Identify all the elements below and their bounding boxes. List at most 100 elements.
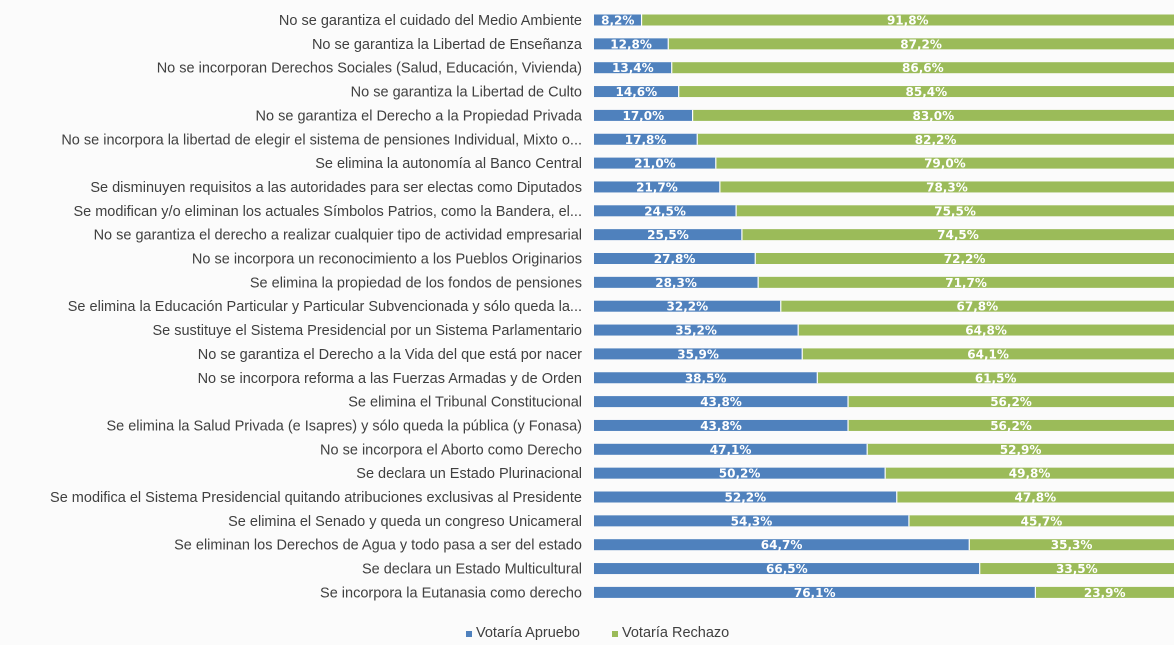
category-label: Se elimina la Educación Particular y Par…	[68, 299, 582, 315]
value-label-apruebo: 66,5%	[766, 562, 808, 576]
value-label-rechazo: 52,9%	[1000, 443, 1042, 457]
category-label: No se garantiza el cuidado del Medio Amb…	[279, 13, 582, 29]
bar-apruebo	[594, 396, 849, 408]
value-label-rechazo: 74,5%	[937, 228, 979, 242]
bar-apruebo	[594, 38, 669, 50]
value-label-rechazo: 87,2%	[900, 37, 942, 51]
category-labels: No se garantiza el cuidado del Medio Amb…	[50, 13, 583, 601]
bar-rechazo	[697, 133, 1174, 145]
bar-apruebo	[594, 443, 868, 455]
category-label: No se incorpora un reconocimiento a los …	[192, 252, 582, 268]
bar-apruebo	[594, 563, 980, 575]
bar-rechazo	[885, 467, 1174, 479]
legend-label: Votaría Apruebo	[476, 625, 580, 641]
value-label-apruebo: 8,2%	[601, 14, 634, 28]
category-label: Se elimina la Salud Privada (e Isapres) …	[106, 418, 582, 434]
value-label-apruebo: 21,7%	[636, 180, 678, 194]
bar-apruebo	[594, 300, 781, 312]
bar-rechazo	[798, 324, 1174, 336]
bar-rechazo	[979, 563, 1174, 575]
bar-apruebo	[594, 109, 693, 121]
bar-apruebo	[594, 324, 799, 336]
bar-apruebo	[594, 372, 818, 384]
bar-rechazo	[780, 300, 1174, 312]
value-label-apruebo: 24,5%	[644, 204, 686, 218]
value-label-apruebo: 64,7%	[761, 538, 803, 552]
bar-rechazo	[848, 396, 1174, 408]
value-label-apruebo: 43,8%	[700, 395, 742, 409]
value-label-apruebo: 32,2%	[667, 300, 709, 314]
value-label-apruebo: 54,3%	[731, 514, 773, 528]
value-label-apruebo: 52,2%	[725, 491, 767, 505]
value-label-apruebo: 28,3%	[655, 276, 697, 290]
category-label: Se disminuyen requisitos a las autoridad…	[90, 180, 582, 196]
value-label-rechazo: 45,7%	[1021, 514, 1063, 528]
value-label-apruebo: 21,0%	[634, 157, 676, 171]
bar-apruebo	[594, 276, 759, 288]
value-label-apruebo: 76,1%	[794, 586, 836, 600]
value-label-rechazo: 35,3%	[1051, 538, 1093, 552]
value-label-apruebo: 47,1%	[710, 443, 752, 457]
value-label-apruebo: 14,6%	[616, 85, 658, 99]
value-label-rechazo: 67,8%	[957, 300, 999, 314]
category-label: No se garantiza la Libertad de Enseñanza	[312, 37, 583, 53]
bar-rechazo	[671, 62, 1174, 74]
bar-rechazo	[848, 419, 1174, 431]
value-label-apruebo: 35,9%	[677, 347, 719, 361]
bar-apruebo	[594, 62, 672, 74]
value-label-rechazo: 23,9%	[1084, 586, 1126, 600]
category-label: Se declara un Estado Multicultural	[362, 562, 582, 578]
value-label-rechazo: 72,2%	[944, 252, 986, 266]
category-label: Se declara un Estado Plurinacional	[356, 466, 582, 482]
bar-apruebo	[594, 86, 679, 98]
value-label-apruebo: 13,4%	[612, 61, 654, 75]
value-label-apruebo: 17,0%	[622, 109, 664, 123]
bar-apruebo	[594, 539, 970, 551]
value-label-apruebo: 25,5%	[647, 228, 689, 242]
value-label-rechazo: 86,6%	[902, 61, 944, 75]
bar-rechazo	[1035, 586, 1174, 598]
legend: Votaría Apruebo Votaría Rechazo	[466, 625, 729, 641]
bar-apruebo	[594, 157, 716, 169]
bar-rechazo	[758, 276, 1174, 288]
legend-swatch	[466, 631, 472, 637]
value-label-rechazo: 61,5%	[975, 371, 1017, 385]
bar-rechazo	[896, 491, 1174, 503]
value-label-rechazo: 56,2%	[990, 419, 1032, 433]
bar-apruebo	[594, 181, 720, 193]
category-label: Se elimina la propiedad de los fondos de…	[250, 275, 582, 291]
bar-apruebo	[594, 419, 849, 431]
bar-rechazo	[755, 253, 1174, 264]
value-label-rechazo: 83,0%	[912, 109, 954, 123]
value-label-apruebo: 43,8%	[700, 419, 742, 433]
value-label-apruebo: 38,5%	[685, 371, 727, 385]
category-label: Se modifican y/o eliminan los actuales S…	[73, 204, 582, 220]
bars-group	[594, 14, 1174, 598]
category-label: No se incorpora reforma a las Fuerzas Ar…	[198, 371, 582, 387]
bar-apruebo	[594, 586, 1036, 598]
value-label-rechazo: 64,8%	[965, 324, 1007, 338]
bar-rechazo	[802, 348, 1174, 360]
category-label: No se incorpora la libertad de elegir el…	[61, 132, 582, 148]
category-label: No se incorpora el Aborto como Derecho	[320, 442, 582, 458]
bar-rechazo	[867, 443, 1174, 455]
value-labels: 8,2% 91,8% 12,8% 87,2% 13,4% 86,6% 14,6% 85,4% 1…	[601, 14, 1125, 600]
value-label-apruebo: 27,8%	[654, 252, 696, 266]
bar-rechazo	[692, 109, 1174, 121]
bar-rechazo	[719, 181, 1174, 193]
value-label-rechazo: 82,2%	[915, 133, 957, 147]
bar-rechazo	[668, 38, 1174, 50]
value-label-rechazo: 71,7%	[945, 276, 987, 290]
legend-label: Votaría Rechazo	[622, 625, 729, 641]
bar-apruebo	[594, 467, 886, 479]
value-label-apruebo: 50,2%	[719, 467, 761, 481]
value-label-apruebo: 12,8%	[610, 37, 652, 51]
value-label-rechazo: 85,4%	[906, 85, 948, 99]
bar-rechazo	[641, 14, 1174, 26]
value-label-rechazo: 64,1%	[967, 347, 1009, 361]
value-label-rechazo: 47,8%	[1015, 491, 1057, 505]
bar-rechazo	[817, 372, 1174, 384]
category-label: Se incorpora la Eutanasia como derecho	[320, 585, 582, 601]
value-label-rechazo: 91,8%	[887, 14, 929, 28]
